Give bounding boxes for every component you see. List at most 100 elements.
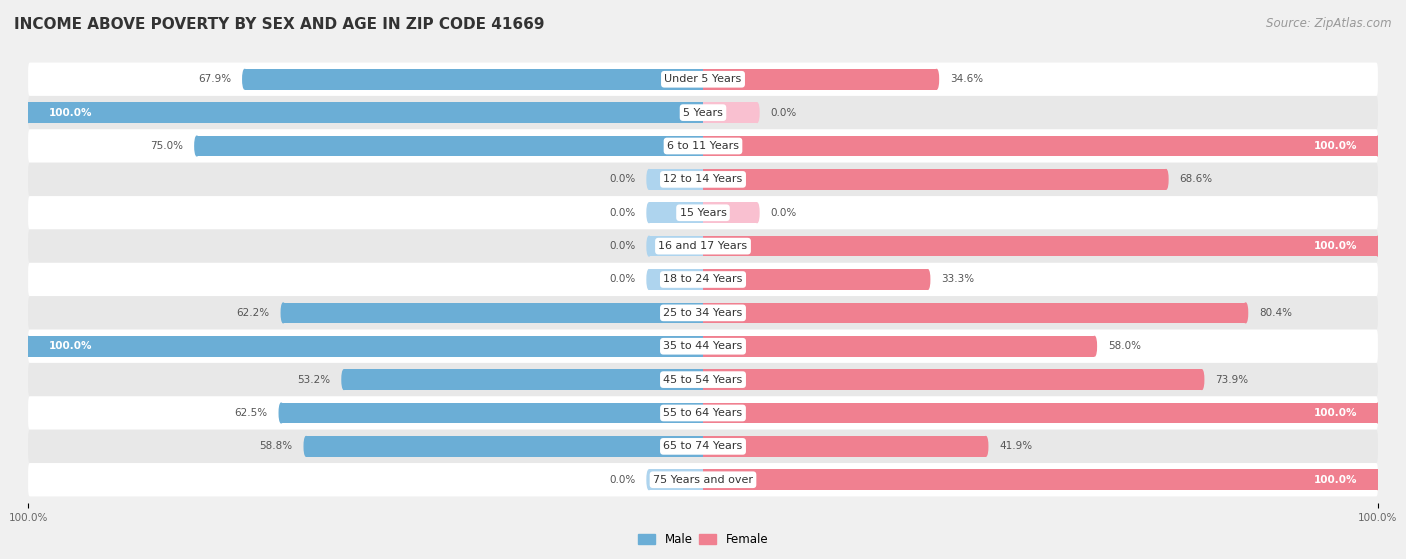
Text: 0.0%: 0.0% — [609, 174, 636, 184]
Bar — [703, 136, 1378, 157]
Circle shape — [1199, 370, 1204, 390]
Circle shape — [304, 437, 308, 456]
Circle shape — [342, 370, 346, 390]
Text: 18 to 24 Years: 18 to 24 Years — [664, 274, 742, 285]
Bar — [703, 369, 1202, 390]
Bar — [650, 269, 703, 290]
FancyBboxPatch shape — [28, 263, 1378, 296]
Circle shape — [935, 69, 938, 89]
Text: 12 to 14 Years: 12 to 14 Years — [664, 174, 742, 184]
Text: 100.0%: 100.0% — [1315, 241, 1358, 251]
Text: 73.9%: 73.9% — [1215, 375, 1249, 385]
Circle shape — [647, 269, 651, 290]
Text: 100.0%: 100.0% — [48, 108, 91, 117]
Bar — [703, 302, 1246, 323]
Text: 33.3%: 33.3% — [941, 274, 974, 285]
Text: 53.2%: 53.2% — [297, 375, 330, 385]
Circle shape — [1092, 337, 1097, 356]
Text: 0.0%: 0.0% — [770, 208, 797, 218]
Text: 5 Years: 5 Years — [683, 108, 723, 117]
Circle shape — [647, 169, 651, 189]
Text: 6 to 11 Years: 6 to 11 Years — [666, 141, 740, 151]
Circle shape — [755, 203, 759, 222]
Circle shape — [925, 269, 929, 290]
Circle shape — [755, 103, 759, 122]
Circle shape — [195, 136, 198, 156]
Circle shape — [27, 337, 30, 356]
Text: 100.0%: 100.0% — [48, 341, 91, 351]
FancyBboxPatch shape — [28, 396, 1378, 430]
Text: 62.2%: 62.2% — [236, 308, 270, 318]
Circle shape — [1164, 169, 1168, 189]
FancyBboxPatch shape — [28, 430, 1378, 463]
Text: 16 and 17 Years: 16 and 17 Years — [658, 241, 748, 251]
FancyBboxPatch shape — [28, 196, 1378, 229]
Text: 75.0%: 75.0% — [150, 141, 183, 151]
Text: Under 5 Years: Under 5 Years — [665, 74, 741, 84]
Bar — [703, 169, 1166, 190]
Bar — [307, 436, 703, 457]
Bar — [703, 269, 928, 290]
Text: 41.9%: 41.9% — [1000, 442, 1032, 451]
Circle shape — [243, 69, 246, 89]
Text: 25 to 34 Years: 25 to 34 Years — [664, 308, 742, 318]
Circle shape — [281, 303, 285, 323]
Bar — [650, 169, 703, 190]
Bar — [703, 102, 756, 123]
Circle shape — [280, 403, 283, 423]
Text: 15 Years: 15 Years — [679, 208, 727, 218]
Circle shape — [1376, 136, 1379, 156]
Text: 58.8%: 58.8% — [260, 442, 292, 451]
Bar — [703, 69, 936, 89]
FancyBboxPatch shape — [28, 163, 1378, 196]
Bar — [703, 236, 1378, 257]
Text: 75 Years and over: 75 Years and over — [652, 475, 754, 485]
Legend: Male, Female: Male, Female — [633, 528, 773, 551]
Text: 55 to 64 Years: 55 to 64 Years — [664, 408, 742, 418]
Circle shape — [984, 437, 988, 456]
Text: 68.6%: 68.6% — [1180, 174, 1212, 184]
FancyBboxPatch shape — [28, 63, 1378, 96]
Bar — [703, 402, 1378, 423]
Text: 58.0%: 58.0% — [1108, 341, 1140, 351]
Bar — [28, 102, 703, 123]
Text: 0.0%: 0.0% — [609, 475, 636, 485]
Circle shape — [1376, 470, 1379, 490]
FancyBboxPatch shape — [28, 129, 1378, 163]
Bar — [650, 470, 703, 490]
FancyBboxPatch shape — [28, 296, 1378, 330]
Text: 35 to 44 Years: 35 to 44 Years — [664, 341, 742, 351]
Bar — [703, 202, 756, 223]
Bar — [344, 369, 703, 390]
Bar — [245, 69, 703, 89]
Text: 0.0%: 0.0% — [609, 241, 636, 251]
FancyBboxPatch shape — [28, 330, 1378, 363]
Text: 45 to 54 Years: 45 to 54 Years — [664, 375, 742, 385]
Circle shape — [27, 103, 30, 122]
Circle shape — [647, 203, 651, 222]
Text: 34.6%: 34.6% — [950, 74, 983, 84]
FancyBboxPatch shape — [28, 363, 1378, 396]
Bar — [650, 202, 703, 223]
Bar — [281, 402, 703, 423]
Circle shape — [1376, 403, 1379, 423]
Text: 0.0%: 0.0% — [609, 208, 636, 218]
Text: 100.0%: 100.0% — [1315, 475, 1358, 485]
Text: 0.0%: 0.0% — [609, 274, 636, 285]
Text: 100.0%: 100.0% — [1315, 408, 1358, 418]
Text: 80.4%: 80.4% — [1260, 308, 1292, 318]
Bar — [703, 470, 1378, 490]
Text: 100.0%: 100.0% — [1315, 141, 1358, 151]
Bar — [28, 336, 703, 357]
FancyBboxPatch shape — [28, 96, 1378, 129]
Bar — [703, 336, 1094, 357]
Bar — [650, 236, 703, 257]
Circle shape — [647, 236, 651, 256]
Text: 65 to 74 Years: 65 to 74 Years — [664, 442, 742, 451]
Text: INCOME ABOVE POVERTY BY SEX AND AGE IN ZIP CODE 41669: INCOME ABOVE POVERTY BY SEX AND AGE IN Z… — [14, 17, 544, 32]
FancyBboxPatch shape — [28, 463, 1378, 496]
Bar — [703, 436, 986, 457]
Bar — [197, 136, 703, 157]
Circle shape — [647, 470, 651, 490]
FancyBboxPatch shape — [28, 229, 1378, 263]
